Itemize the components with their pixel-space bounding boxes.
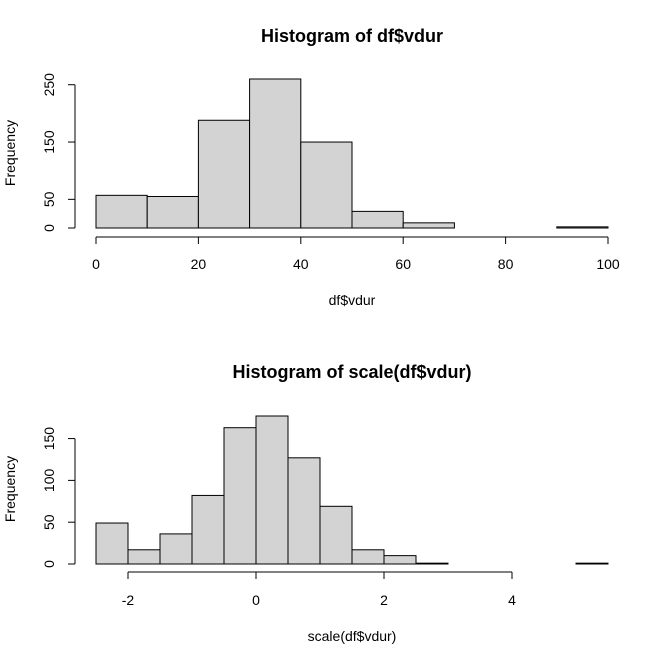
histogram-bar — [383, 555, 417, 565]
histogram-bar — [249, 78, 302, 229]
y-axis-label: Frequency — [2, 456, 18, 522]
histogram-bar — [95, 522, 129, 565]
histogram-bar — [127, 549, 161, 565]
x-tick-label: 20 — [191, 256, 207, 272]
x-tick-label: -2 — [122, 592, 135, 608]
histogram-bar — [287, 457, 321, 565]
histogram-bar — [319, 505, 353, 565]
x-tick-label: 0 — [252, 592, 260, 608]
y-tick-label: 0 — [41, 224, 57, 232]
x-axis-label: df$vdur — [329, 292, 376, 308]
y-axis: 0 50 150 250 — [41, 73, 76, 232]
histogram-bar — [402, 222, 455, 229]
histogram-bar — [415, 562, 449, 565]
histogram-panel-scaled-vdur: Histogram of scale(df$vdur) scale(df$vdu… — [2, 362, 609, 644]
x-axis-label: scale(df$vdur) — [308, 628, 397, 644]
x-tick-label: 100 — [596, 256, 620, 272]
x-tick-label: 2 — [380, 592, 388, 608]
histogram-bar — [255, 415, 289, 565]
y-tick-label: 250 — [41, 73, 57, 97]
histogram-bar — [556, 226, 609, 229]
chart-title: Histogram of scale(df$vdur) — [232, 362, 471, 382]
x-axis: 0 20 40 60 80 100 — [92, 236, 620, 272]
histogram-bar — [159, 533, 193, 565]
x-tick-label: 80 — [498, 256, 514, 272]
y-tick-label: 100 — [41, 468, 57, 492]
histogram-bar — [300, 141, 353, 229]
y-tick-label: 50 — [41, 191, 57, 207]
histogram-bars — [95, 415, 609, 565]
histogram-bars — [95, 78, 609, 229]
x-tick-label: 4 — [508, 592, 516, 608]
y-axis-label: Frequency — [2, 120, 18, 186]
histogram-bar — [146, 195, 199, 229]
y-tick-label: 150 — [41, 427, 57, 451]
x-tick-label: 60 — [395, 256, 411, 272]
x-axis: -2 0 2 4 — [122, 571, 516, 608]
histogram-bar — [223, 427, 257, 565]
y-axis: 0 50 100 150 — [41, 427, 76, 568]
histogram-bar — [197, 119, 251, 229]
histogram-bar — [575, 562, 609, 565]
histogram-bar — [351, 210, 404, 229]
y-tick-label: 150 — [41, 130, 57, 154]
histogram-panel-vdur: Histogram of df$vdur df$vdur Frequency 0… — [2, 26, 620, 308]
chart-title: Histogram of df$vdur — [261, 26, 443, 46]
histogram-bar — [191, 494, 225, 565]
y-tick-label: 0 — [41, 560, 57, 568]
x-tick-label: 0 — [92, 256, 100, 272]
x-tick-label: 40 — [293, 256, 309, 272]
histogram-bar — [95, 194, 148, 229]
histogram-bar — [351, 549, 385, 565]
y-tick-label: 50 — [41, 514, 57, 530]
